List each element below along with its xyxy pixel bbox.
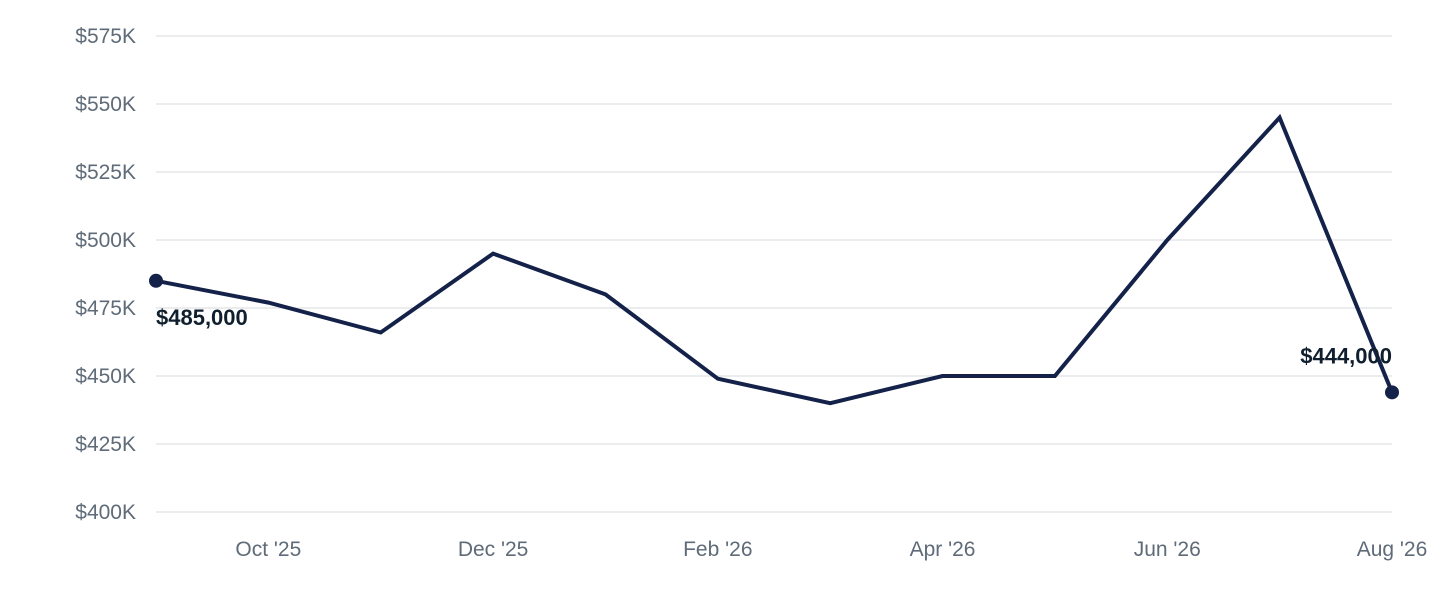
y-tick-label: $500K <box>75 229 136 252</box>
x-tick-label: Dec '25 <box>458 538 529 561</box>
x-tick-label: Oct '25 <box>235 538 301 561</box>
y-tick-label: $575K <box>75 25 136 48</box>
data-point <box>1277 115 1283 121</box>
data-point <box>827 400 833 406</box>
series-line <box>155 113 1394 406</box>
x-axis: Oct '25 Dec '25 Feb '26 Apr '26 Jun '26 Aug '… <box>235 538 1427 561</box>
x-tick-label: Apr '26 <box>910 538 976 561</box>
data-point <box>378 329 384 335</box>
data-point <box>265 300 271 306</box>
end-value-label: $444,000 <box>1300 343 1392 368</box>
data-point <box>602 291 608 297</box>
start-point-marker <box>149 273 163 288</box>
start-value-label: $485,000 <box>156 305 248 330</box>
y-tick-label: $525K <box>75 161 136 184</box>
data-point <box>715 376 721 382</box>
y-tick-label: $475K <box>75 297 136 320</box>
x-tick-label: Jun '26 <box>1134 538 1201 561</box>
series-layer <box>149 113 1399 406</box>
x-tick-label: Aug '26 <box>1357 538 1428 561</box>
y-axis: $400K $425K $450K $475K $500K $525K $550K $575K <box>75 25 136 524</box>
data-point <box>1052 373 1058 379</box>
data-labels: $485,000 $444,000 <box>156 305 1392 369</box>
y-tick-label: $450K <box>75 365 136 388</box>
data-point <box>1164 237 1170 243</box>
y-tick-label: $400K <box>75 501 136 524</box>
gridlines <box>156 35 1392 513</box>
data-point <box>490 251 496 257</box>
y-tick-label: $425K <box>75 433 136 456</box>
data-point <box>940 373 946 379</box>
end-point-marker <box>1385 385 1399 400</box>
x-tick-label: Feb '26 <box>683 538 752 561</box>
y-tick-label: $550K <box>75 93 136 116</box>
